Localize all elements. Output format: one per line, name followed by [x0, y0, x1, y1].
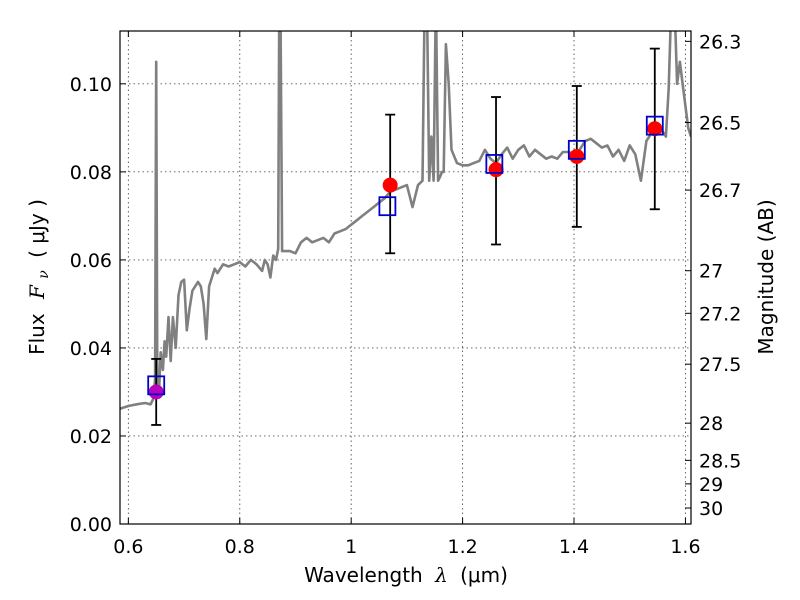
- x-tick-label: 1: [345, 536, 357, 558]
- y-tick-label: 0.02: [70, 426, 112, 448]
- mag-tick-label: 27.2: [699, 303, 741, 325]
- observed-point: [569, 148, 585, 164]
- x-axis-symbol: λ: [434, 563, 448, 587]
- synthetic-point: [378, 196, 397, 217]
- mag-tick-label: 28.5: [699, 450, 741, 472]
- observed-point: [148, 384, 164, 400]
- observed-point: [647, 121, 663, 137]
- mag-tick-label: 29: [699, 474, 723, 496]
- mag-tick-label: 28: [699, 413, 723, 435]
- y-axis-symbol: F: [25, 284, 49, 300]
- y-tick-label: 0.08: [70, 162, 112, 184]
- mag-tick-label: 26.5: [699, 113, 741, 135]
- x-axis-label: Wavelength: [304, 563, 423, 587]
- y-tick-label: 0.04: [70, 338, 112, 360]
- x-tick-label: 1.2: [447, 536, 477, 558]
- y-axis-title: Flux F ν ( μJy ): [25, 199, 53, 355]
- y-tick-label: 0.00: [70, 514, 112, 536]
- y-axis-unit: ( μJy ): [25, 199, 49, 258]
- mag-tick-label: 27.5: [699, 354, 741, 376]
- x-tick-label: 1.6: [670, 536, 700, 558]
- mag-tick-label: 26.3: [699, 31, 741, 53]
- plot-area: [120, 31, 691, 426]
- mag-tick-label: 27: [699, 261, 723, 283]
- x-axis-title: Wavelength λ (μm): [304, 563, 508, 587]
- y-axis-label: Flux: [25, 313, 49, 355]
- mag-tick-label: 26.7: [699, 180, 741, 202]
- synthetic-point: [645, 115, 664, 136]
- axis-ticks: 0.6 0.8 1 1.2 1.4 1.6 0.00 0.02 0.04 0.06 0.08 0.10…: [70, 31, 741, 558]
- y-axis-subscript: ν: [36, 270, 52, 279]
- x-tick-label: 1.4: [559, 536, 589, 558]
- model-spectrum-line: [120, 31, 691, 410]
- plot-frame: [119, 30, 692, 525]
- synthetic-point: [567, 139, 586, 160]
- grid-lines: [120, 31, 691, 524]
- y-tick-label: 0.06: [70, 250, 112, 272]
- observed-point: [382, 177, 398, 193]
- synthetic-point: [147, 375, 166, 396]
- x-tick-label: 0.8: [225, 536, 255, 558]
- x-tick-label: 0.6: [113, 536, 143, 558]
- observed-point: [488, 162, 504, 178]
- x-axis-unit: (μm): [460, 563, 508, 587]
- y2-axis-title: Magnitude (AB): [754, 199, 778, 354]
- synthetic-point: [485, 154, 504, 174]
- mag-tick-label: 30: [699, 498, 723, 520]
- y-tick-label: 0.10: [70, 74, 112, 96]
